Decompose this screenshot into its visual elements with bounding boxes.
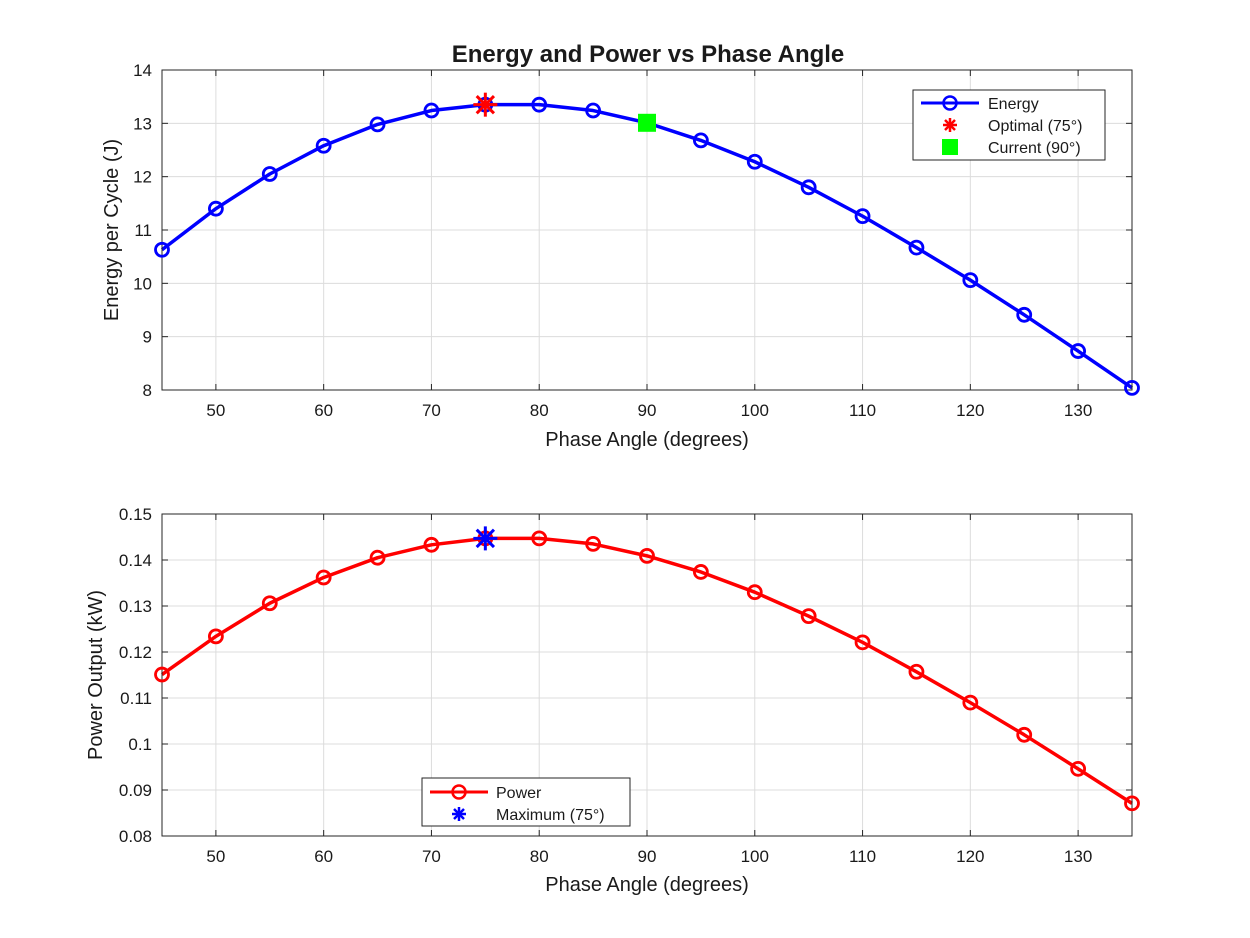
legend-energy-label: Energy [988,96,1039,113]
energy-data-point [154,241,170,258]
energy-y-tick-label: 12 [133,168,152,187]
legend-power-marker [451,784,467,800]
power-x-tick-label: 100 [741,847,769,866]
energy-x-tick-label: 80 [530,401,549,420]
power-data-point [423,536,440,553]
power-data-point [746,584,763,601]
power-data-point [1016,726,1033,743]
legend-power-label: Power [496,785,542,802]
legend-maximum-marker [452,807,466,821]
power-series-line [160,536,1133,805]
energy-data-point [692,132,709,149]
power-data-point [154,666,170,683]
energy-y-tick-label: 14 [133,61,152,80]
power-y-tick-label: 0.09 [119,781,152,800]
energy-data-point [585,102,602,119]
power-legend: Power Maximum (75°) [421,777,631,827]
legend-optimal-marker [943,118,957,132]
energy-x-tick-label: 90 [638,401,657,420]
legend-maximum-label: Maximum (75°) [496,807,605,824]
power-data-point [531,530,548,547]
energy-x-axis-label: Phase Angle (degrees) [545,429,748,451]
power-y-tick-label: 0.1 [128,735,152,754]
power-marks [154,526,1140,812]
energy-data-point [423,102,440,119]
legend-optimal-label: Optimal (75°) [988,118,1082,135]
energy-y-tick-label: 8 [143,381,152,400]
power-x-tick-label: 110 [849,847,876,866]
power-x-tick-label: 80 [530,847,549,866]
energy-y-tick-label: 10 [133,274,152,293]
power-x-tick-label: 50 [206,847,225,866]
energy-square-marker [638,113,656,132]
power-x-axis-label: Phase Angle (degrees) [545,874,748,896]
power-y-tick-label: 0.08 [119,827,152,846]
energy-data-point [854,208,871,225]
energy-x-tick-label: 110 [849,401,876,420]
energy-data-point [800,179,817,196]
power-data-point [800,608,817,625]
power-data-point [1070,760,1087,777]
power-ticks: 50 60 70 80 90 100 110 120 130 0.08 0.09 0.1 0.11 0.1… [119,505,1132,866]
legend-current-marker [942,139,958,155]
power-x-tick-label: 60 [314,847,333,866]
energy-data-point [1070,343,1087,359]
chart-title: Energy and Power vs Phase Angle [452,41,845,68]
power-y-tick-label: 0.15 [119,505,152,524]
energy-data-point [369,116,386,133]
energy-data-point [746,153,763,170]
power-data-point [261,595,278,612]
power-x-tick-label: 120 [956,847,984,866]
power-plot: 50 60 70 80 90 100 110 120 130 0.08 0.09 0.1 0.11 0.1… [119,505,1140,866]
power-x-tick-label: 90 [638,847,657,866]
energy-x-tick-label: 100 [741,401,769,420]
power-data-point [369,549,386,566]
power-lines [160,536,1133,805]
power-data-point [639,547,655,564]
power-data-point [854,634,871,651]
power-data-point [315,569,332,586]
energy-data-point [207,200,224,217]
energy-data-point [1016,306,1033,323]
energy-data-point [531,96,548,113]
energy-y-tick-label: 13 [133,114,152,133]
energy-data-point [1124,379,1140,396]
power-asterisk-marker [473,526,498,551]
energy-marks [154,92,1140,396]
energy-legend: Energy Optimal (75°) Current (90°) [912,89,1106,161]
energy-data-point [261,166,278,182]
power-data-point [908,663,925,680]
power-data-point [962,694,979,711]
energy-x-tick-label: 120 [956,401,984,420]
power-y-axis-label: Power Output (kW) [85,590,107,760]
power-data-point [1124,795,1140,812]
power-data-point [207,628,224,645]
power-data-point [585,536,602,552]
energy-plot: 50 60 70 80 90 100 110 120 130 8 9 10 11 12 13 14 [133,61,1140,420]
energy-data-point [962,272,979,289]
energy-x-tick-label: 50 [206,401,225,420]
energy-ticks: 50 60 70 80 90 100 110 120 130 8 9 10 11 12 13 14 [133,61,1132,420]
energy-asterisk-marker [473,92,498,117]
power-x-tick-label: 130 [1064,847,1092,866]
power-y-tick-label: 0.12 [119,643,152,662]
energy-y-axis-label: Energy per Cycle (J) [101,139,123,321]
energy-x-tick-label: 60 [314,401,333,420]
power-data-point [692,564,709,580]
energy-data-point [908,239,925,256]
power-y-tick-label: 0.13 [119,597,152,616]
legend-current-label: Current (90°) [988,140,1081,157]
power-x-tick-label: 70 [422,847,441,866]
legend-energy-marker [942,95,958,111]
energy-y-tick-label: 11 [134,221,152,240]
power-y-tick-label: 0.14 [119,551,152,570]
energy-x-tick-label: 130 [1064,401,1092,420]
energy-y-tick-label: 9 [143,328,152,347]
energy-x-tick-label: 70 [422,401,441,420]
energy-data-point [315,137,332,154]
power-y-tick-label: 0.11 [120,689,152,708]
